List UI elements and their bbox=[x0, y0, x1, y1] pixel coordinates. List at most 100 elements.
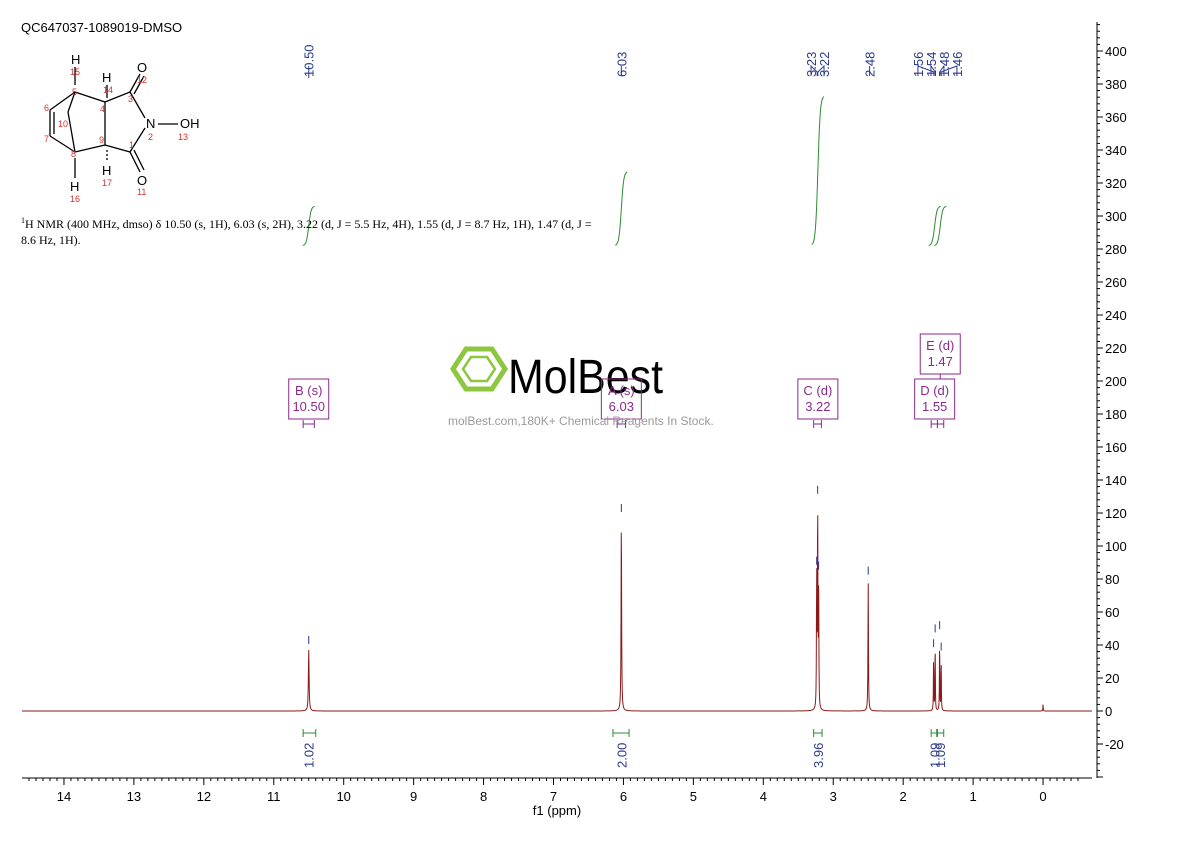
peak-ppm-label: 2.48 bbox=[863, 52, 878, 77]
y-tick-label: 60 bbox=[1105, 605, 1119, 620]
ring-num-4: 4 bbox=[100, 104, 105, 114]
y-tick-label: 260 bbox=[1105, 275, 1127, 290]
atom-h17: H bbox=[102, 163, 111, 178]
multiplet-name: A (s) bbox=[608, 383, 635, 398]
y-tick-label: 140 bbox=[1105, 473, 1127, 488]
multiplet-value: 10.50 bbox=[292, 399, 325, 414]
integral-value-label: 2.00 bbox=[614, 743, 629, 768]
nmr-description: 1H NMR (400 MHz, dmso) δ 10.50 (s, 1H), … bbox=[21, 213, 601, 248]
molecule-structure: H H O N OH O H H 15 14 12 2 13 11 17 16 … bbox=[44, 52, 200, 204]
integral-value-label: 1.09 bbox=[928, 743, 943, 768]
y-tick-label: 40 bbox=[1105, 638, 1119, 653]
y-tick-label: 200 bbox=[1105, 374, 1127, 389]
atom-num-2: 2 bbox=[148, 132, 153, 142]
x-tick-label: 13 bbox=[127, 789, 141, 804]
peak-label-connector bbox=[917, 65, 935, 76]
x-tick-label: 9 bbox=[410, 789, 417, 804]
peak-ppm-label: 1.56 bbox=[911, 52, 926, 77]
atom-num-13: 13 bbox=[178, 132, 188, 142]
y-tick-label: 280 bbox=[1105, 242, 1127, 257]
x-tick-label: 3 bbox=[830, 789, 837, 804]
y-tick-label: 80 bbox=[1105, 572, 1119, 587]
x-tick-label: 6 bbox=[620, 789, 627, 804]
peak-ppm-label: 10.50 bbox=[302, 44, 317, 77]
spectrum-trace bbox=[22, 515, 1092, 712]
atom-n2: N bbox=[146, 116, 155, 131]
peak-ppm-label: 3.22 bbox=[817, 52, 832, 77]
x-tick-label: 4 bbox=[760, 789, 767, 804]
atom-oh13: OH bbox=[180, 116, 200, 131]
y-tick-label: -20 bbox=[1105, 737, 1124, 752]
ring-num-3: 3 bbox=[128, 94, 133, 104]
x-axis-label: f1 (ppm) bbox=[533, 803, 581, 818]
x-tick-label: 10 bbox=[336, 789, 350, 804]
integral-curve bbox=[934, 205, 947, 246]
multiplet-name: E (d) bbox=[926, 338, 954, 353]
multiplet-value: 1.47 bbox=[928, 354, 953, 369]
ring-num-1: 1 bbox=[129, 140, 134, 150]
multiplet-labels: B (s)10.50 A (s)6.03 C (d)3.22 D (d)1.55 E (… bbox=[288, 333, 961, 428]
y-tick-label: 220 bbox=[1105, 341, 1127, 356]
x-tick-label: 1 bbox=[969, 789, 976, 804]
peak-label-connector bbox=[810, 64, 818, 76]
watermark-subtitle: molBest.com,180K+ Chemical Reagents In S… bbox=[448, 414, 714, 428]
y-tick-label: 380 bbox=[1105, 77, 1127, 92]
atom-num-15: 15 bbox=[70, 67, 80, 77]
atom-o12: O bbox=[137, 60, 147, 75]
sample-id: QC647037-1089019-DMSO bbox=[21, 20, 183, 35]
y-tick-label: 120 bbox=[1105, 506, 1127, 521]
peak-ppm-label: 1.54 bbox=[924, 52, 939, 77]
watermark-logo: MolBest bbox=[450, 346, 663, 404]
y-tick-label: 160 bbox=[1105, 440, 1127, 455]
integral-value-label: 1.09 bbox=[933, 743, 948, 768]
multiplet-name: D (d) bbox=[920, 383, 949, 398]
ring-num-7: 7 bbox=[44, 134, 49, 144]
ring-num-6: 6 bbox=[44, 103, 49, 113]
integral-labels: 1.02 2.00 3.96 1.091.09 bbox=[302, 729, 948, 768]
y-tick-label: 0 bbox=[1105, 704, 1112, 719]
peak-label-connector bbox=[817, 64, 825, 76]
peak-label-connector bbox=[930, 64, 936, 76]
integral-curves bbox=[302, 96, 947, 246]
x-tick-label: 14 bbox=[57, 789, 71, 804]
ring-num-5: 5 bbox=[72, 87, 77, 97]
y-tick-label: 360 bbox=[1105, 110, 1127, 125]
integral-curve bbox=[615, 171, 628, 246]
atom-h16: H bbox=[70, 179, 79, 194]
y-tick-label: 240 bbox=[1105, 308, 1127, 323]
integral-value-label: 3.96 bbox=[811, 743, 826, 768]
y-tick-label: 100 bbox=[1105, 539, 1127, 554]
x-tick-label: 12 bbox=[197, 789, 211, 804]
watermark-brand: MolBest bbox=[508, 351, 663, 404]
y-tick-label: 180 bbox=[1105, 407, 1127, 422]
x-tick-label: 0 bbox=[1039, 789, 1046, 804]
nmr-description-text: H NMR (400 MHz, dmso) δ 10.50 (s, 1H), 6… bbox=[21, 217, 592, 247]
multiplet-box bbox=[288, 378, 330, 420]
x-tick-label: 7 bbox=[550, 789, 557, 804]
x-tick-label: 5 bbox=[690, 789, 697, 804]
atom-o11: O bbox=[137, 173, 147, 188]
multiplet-name: C (d) bbox=[803, 383, 832, 398]
benzene-logo-icon bbox=[450, 346, 508, 392]
y-tick-label: 320 bbox=[1105, 176, 1127, 191]
multiplet-value: 1.55 bbox=[922, 399, 947, 414]
y-tick-label: 20 bbox=[1105, 671, 1119, 686]
benzene-logo-inner bbox=[461, 355, 497, 383]
multiplet-box bbox=[600, 378, 642, 420]
peak-ppm-label: 1.46 bbox=[950, 52, 965, 77]
peak-ppm-label: 6.03 bbox=[614, 52, 629, 77]
y-tick-label: 400 bbox=[1105, 44, 1127, 59]
chart-axes: 14 13 12 11 10 9 8 7 6 5 4 3 2 1 0f1 (ppm)-20020406080… bbox=[22, 22, 1127, 818]
multiplet-value: 6.03 bbox=[609, 399, 634, 414]
multiplet-value: 3.22 bbox=[805, 399, 830, 414]
x-tick-label: 2 bbox=[900, 789, 907, 804]
ring-num-10: 10 bbox=[58, 119, 68, 129]
x-tick-label: 8 bbox=[480, 789, 487, 804]
multiplet-box bbox=[914, 378, 956, 420]
multiplet-name: B (s) bbox=[295, 383, 322, 398]
atom-num-11: 11 bbox=[137, 187, 146, 197]
x-tick-label: 11 bbox=[267, 789, 281, 804]
nmr-description-sup: 1 bbox=[21, 216, 25, 225]
ring-num-8: 8 bbox=[71, 149, 76, 159]
